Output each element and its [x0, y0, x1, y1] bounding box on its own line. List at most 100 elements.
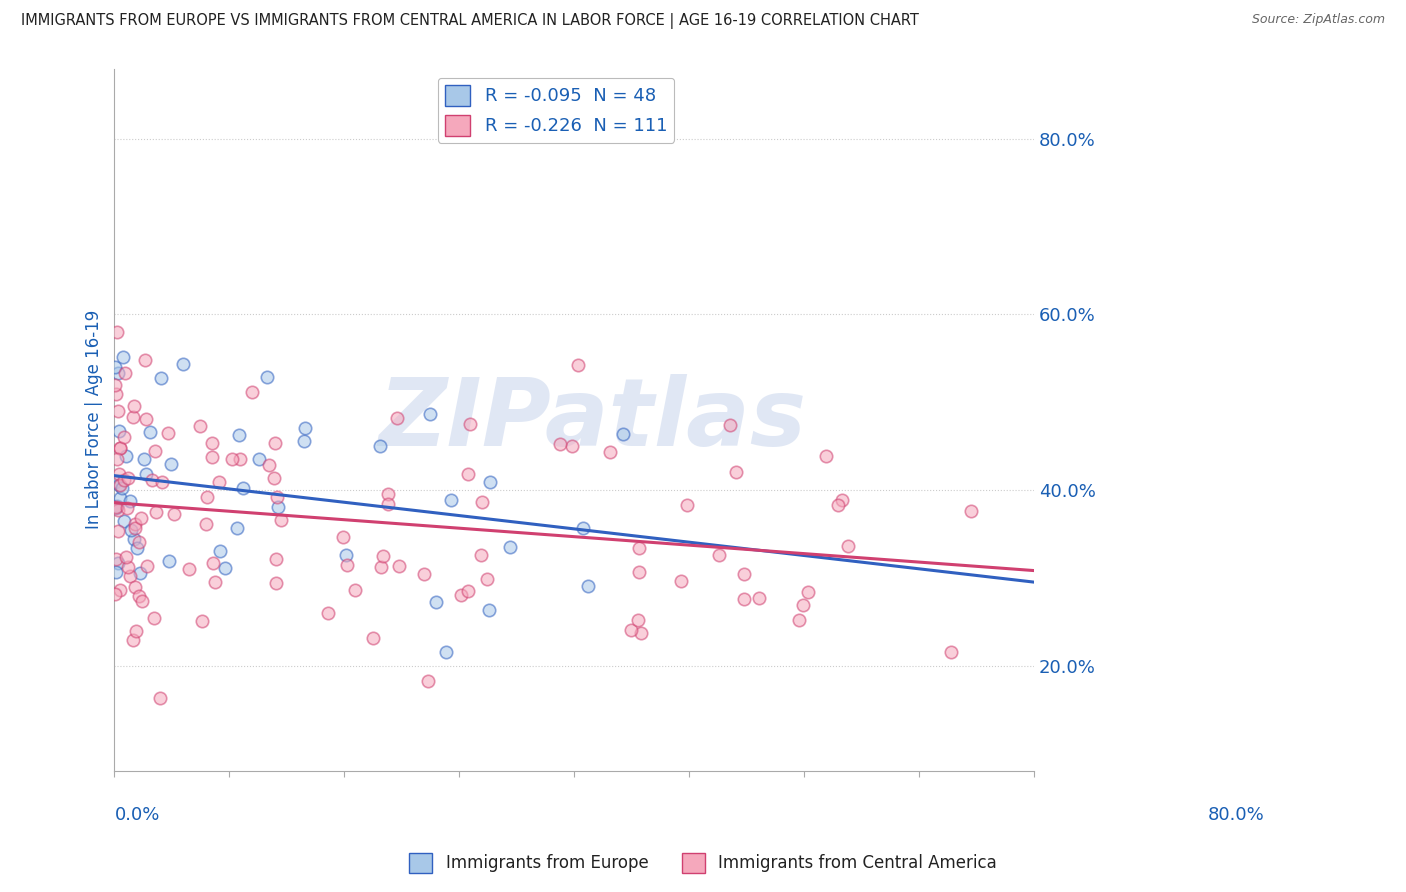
Point: [266, 490, 288, 504]
Point: [135, 467, 157, 481]
Point: [134, 352, 156, 367]
Point: [104, 587, 127, 601]
Point: [117, 559, 139, 574]
Point: [827, 498, 849, 512]
Point: [336, 558, 359, 572]
Point: [195, 517, 218, 532]
Point: [122, 633, 145, 648]
Point: [264, 575, 287, 590]
Text: Source: ZipAtlas.com: Source: ZipAtlas.com: [1251, 13, 1385, 27]
Point: [103, 475, 125, 490]
Point: [263, 471, 285, 485]
Point: [628, 565, 651, 579]
Point: [150, 475, 173, 490]
Point: [572, 521, 595, 535]
Point: [201, 436, 224, 450]
Point: [226, 520, 249, 534]
Point: [792, 598, 814, 612]
Point: [264, 552, 287, 566]
Point: [720, 418, 742, 433]
Point: [201, 450, 224, 464]
Point: [112, 350, 135, 364]
Point: [471, 495, 494, 509]
Point: [388, 558, 411, 573]
Point: [264, 435, 287, 450]
Point: [190, 614, 212, 628]
Point: [104, 377, 127, 392]
Point: [107, 366, 129, 380]
Point: [107, 502, 129, 516]
Text: ZIPatlas: ZIPatlas: [378, 374, 807, 466]
Point: [837, 539, 859, 553]
Text: 0.0%: 0.0%: [114, 806, 160, 824]
Point: [149, 691, 172, 706]
Point: [292, 434, 315, 448]
Point: [228, 428, 250, 442]
Point: [104, 500, 127, 514]
Point: [709, 549, 731, 563]
Point: [377, 487, 399, 501]
Point: [214, 561, 236, 575]
Point: [316, 606, 339, 620]
Point: [107, 404, 129, 418]
Point: [419, 407, 441, 421]
Point: [141, 473, 163, 487]
Point: [110, 482, 132, 496]
Point: [450, 589, 472, 603]
Point: [733, 567, 755, 582]
Point: [139, 425, 162, 439]
Point: [131, 594, 153, 608]
Point: [576, 579, 599, 593]
Point: [142, 610, 165, 624]
Point: [115, 449, 138, 463]
Point: [108, 442, 131, 456]
Point: [108, 441, 131, 455]
Point: [179, 562, 201, 576]
Point: [204, 575, 226, 590]
Point: [831, 492, 853, 507]
Point: [373, 549, 395, 563]
Point: [567, 359, 589, 373]
Point: [108, 582, 131, 597]
Point: [434, 645, 457, 659]
Point: [259, 458, 281, 472]
Point: [202, 556, 225, 570]
Point: [108, 478, 131, 492]
Point: [107, 424, 129, 438]
Point: [122, 399, 145, 413]
Point: [620, 623, 643, 637]
Point: [172, 357, 194, 371]
Point: [107, 556, 129, 570]
Point: [105, 499, 128, 513]
Point: [135, 558, 157, 573]
Point: [669, 574, 692, 589]
Point: [128, 589, 150, 603]
Point: [115, 549, 138, 564]
Point: [129, 511, 152, 525]
Point: [294, 420, 316, 434]
Point: [157, 554, 180, 568]
Point: [125, 624, 148, 639]
Point: [733, 592, 755, 607]
Point: [240, 385, 263, 400]
Point: [105, 325, 128, 339]
Point: [120, 523, 142, 537]
Point: [478, 602, 501, 616]
Point: [135, 411, 157, 425]
Point: [108, 491, 131, 505]
Point: [787, 613, 810, 627]
Point: [117, 501, 139, 516]
Point: [112, 473, 135, 487]
Point: [117, 471, 139, 485]
Point: [361, 632, 384, 646]
Point: [104, 552, 127, 566]
Point: [256, 370, 278, 384]
Point: [939, 645, 962, 659]
Point: [108, 467, 131, 482]
Point: [725, 465, 748, 479]
Point: [748, 591, 770, 605]
Point: [118, 569, 141, 583]
Y-axis label: In Labor Force | Age 16-19: In Labor Force | Age 16-19: [86, 310, 103, 530]
Point: [612, 427, 634, 442]
Point: [104, 501, 127, 516]
